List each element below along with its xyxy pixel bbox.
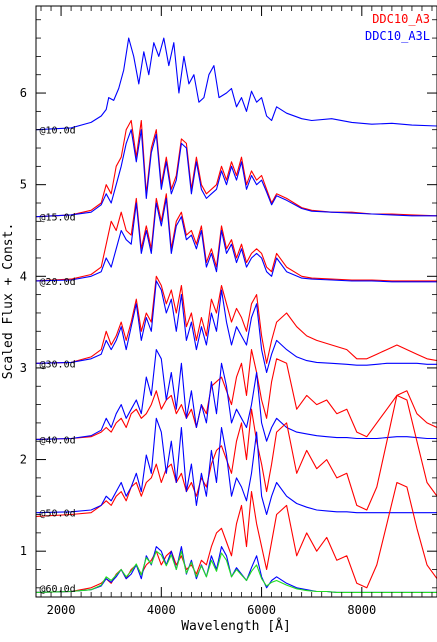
- spectrum-line-30-0d-ddc10-a3: [35, 275, 437, 364]
- spectrum-line-30-0d-ddc10-a3l: [35, 280, 437, 374]
- y-tick-label: 4: [20, 269, 27, 283]
- legend-entry-a3l: DDC10_A3L: [365, 29, 430, 43]
- x-tick-label: 6000: [247, 603, 276, 617]
- x-tick-label: 4000: [147, 603, 176, 617]
- spectrum-line-50-0d-ddc10-a3l: [35, 417, 437, 516]
- spectrum-line-15-0d-ddc10-a3l: [35, 129, 437, 218]
- spectrum-line-50-0d-ddc10-a3: [35, 394, 437, 517]
- epoch-label-30-0d: @30.0d: [40, 359, 76, 370]
- spectrum-line-60-0d-ddc10-a3: [35, 481, 437, 593]
- epoch-label-40-0d: @40.0d: [40, 435, 76, 446]
- y-tick-label: 5: [20, 178, 27, 192]
- spectrum-line-20-0d-ddc10-a3l: [35, 197, 437, 283]
- spectrum-line-60-0d-series-2: [35, 550, 437, 593]
- x-axis-label: Wavelength [Å]: [181, 618, 291, 634]
- plot-frame: [35, 5, 437, 598]
- spectrum-line-40-0d-ddc10-a3l: [35, 349, 437, 442]
- epoch-label-20-0d: @20.0d: [40, 277, 76, 288]
- epoch-label-10-0d: @10.0d: [40, 126, 76, 137]
- spectrum-line-20-0d-ddc10-a3: [35, 193, 437, 282]
- spectrum-line-15-0d-ddc10-a3: [35, 119, 437, 218]
- epoch-labels-layer: @10.0d @15.0d @20.0d @30.0d @40.0d @50.0d @60.…: [40, 126, 76, 595]
- y-tick-label: 1: [20, 544, 27, 558]
- spectrum-line-10-0d-ddc10-a3l: [35, 37, 437, 131]
- legend-entry-a3: DDC10_A3: [372, 12, 430, 26]
- axis-ticks-layer: 2000 4000 6000 8000 1 2 3 4 5 6: [20, 6, 437, 617]
- x-tick-label: 8000: [347, 603, 376, 617]
- y-tick-label: 3: [20, 361, 27, 375]
- epoch-label-50-0d: @50.0d: [40, 509, 76, 520]
- y-axis-label: Scaled Flux + Const.: [1, 223, 16, 380]
- series-lines-layer: [35, 37, 437, 593]
- epoch-label-60-0d: @60.0d: [40, 584, 76, 595]
- y-tick-label: 2: [20, 453, 27, 467]
- x-tick-label: 2000: [47, 603, 76, 617]
- y-tick-label: 6: [20, 86, 27, 100]
- spectrum-line-40-0d-ddc10-a3: [35, 349, 437, 440]
- epoch-label-15-0d: @15.0d: [40, 213, 76, 224]
